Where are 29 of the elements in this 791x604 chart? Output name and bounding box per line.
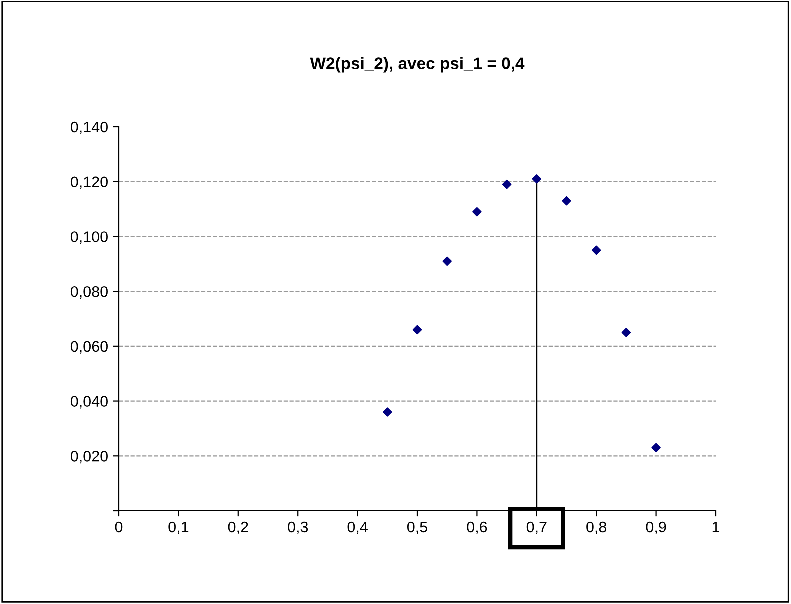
y-tick-label: 0,140 bbox=[70, 122, 108, 134]
y-tick-label: 0,020 bbox=[70, 451, 108, 464]
x-tick-label: 1 bbox=[712, 522, 720, 532]
x-tick-label: 0,6 bbox=[467, 522, 488, 534]
y-tick-label: 0,120 bbox=[70, 176, 108, 190]
x-tick-label: 0,3 bbox=[288, 522, 308, 534]
point bbox=[383, 408, 392, 417]
point bbox=[412, 325, 422, 335]
point bbox=[622, 328, 632, 338]
x-tick-label: 0 bbox=[115, 522, 123, 533]
y-tick-label: 0,100 bbox=[70, 232, 108, 244]
x-tick-label: 0,8 bbox=[586, 522, 607, 534]
x-tick-label: 0,9 bbox=[646, 522, 666, 534]
y-tick-label: 0,060 bbox=[70, 341, 108, 354]
point bbox=[562, 196, 572, 206]
x-tick-label: 0,5 bbox=[407, 522, 428, 534]
x-tick-label: 0,4 bbox=[348, 522, 368, 534]
x-tick-label: 0,1 bbox=[168, 522, 189, 534]
y-tick-label: 0,040 bbox=[70, 396, 108, 409]
x-tick-label: 0,2 bbox=[228, 522, 248, 534]
x-tick-label: 0,7 bbox=[526, 522, 547, 534]
y-tick-label: 0,080 bbox=[70, 286, 108, 300]
chart-title: W2(psi_2), avec psi_1 = 0,4 bbox=[310, 57, 525, 73]
point bbox=[472, 207, 482, 217]
point bbox=[652, 443, 661, 453]
point bbox=[442, 256, 452, 266]
point bbox=[502, 180, 512, 190]
point bbox=[532, 174, 542, 184]
point bbox=[592, 246, 602, 256]
